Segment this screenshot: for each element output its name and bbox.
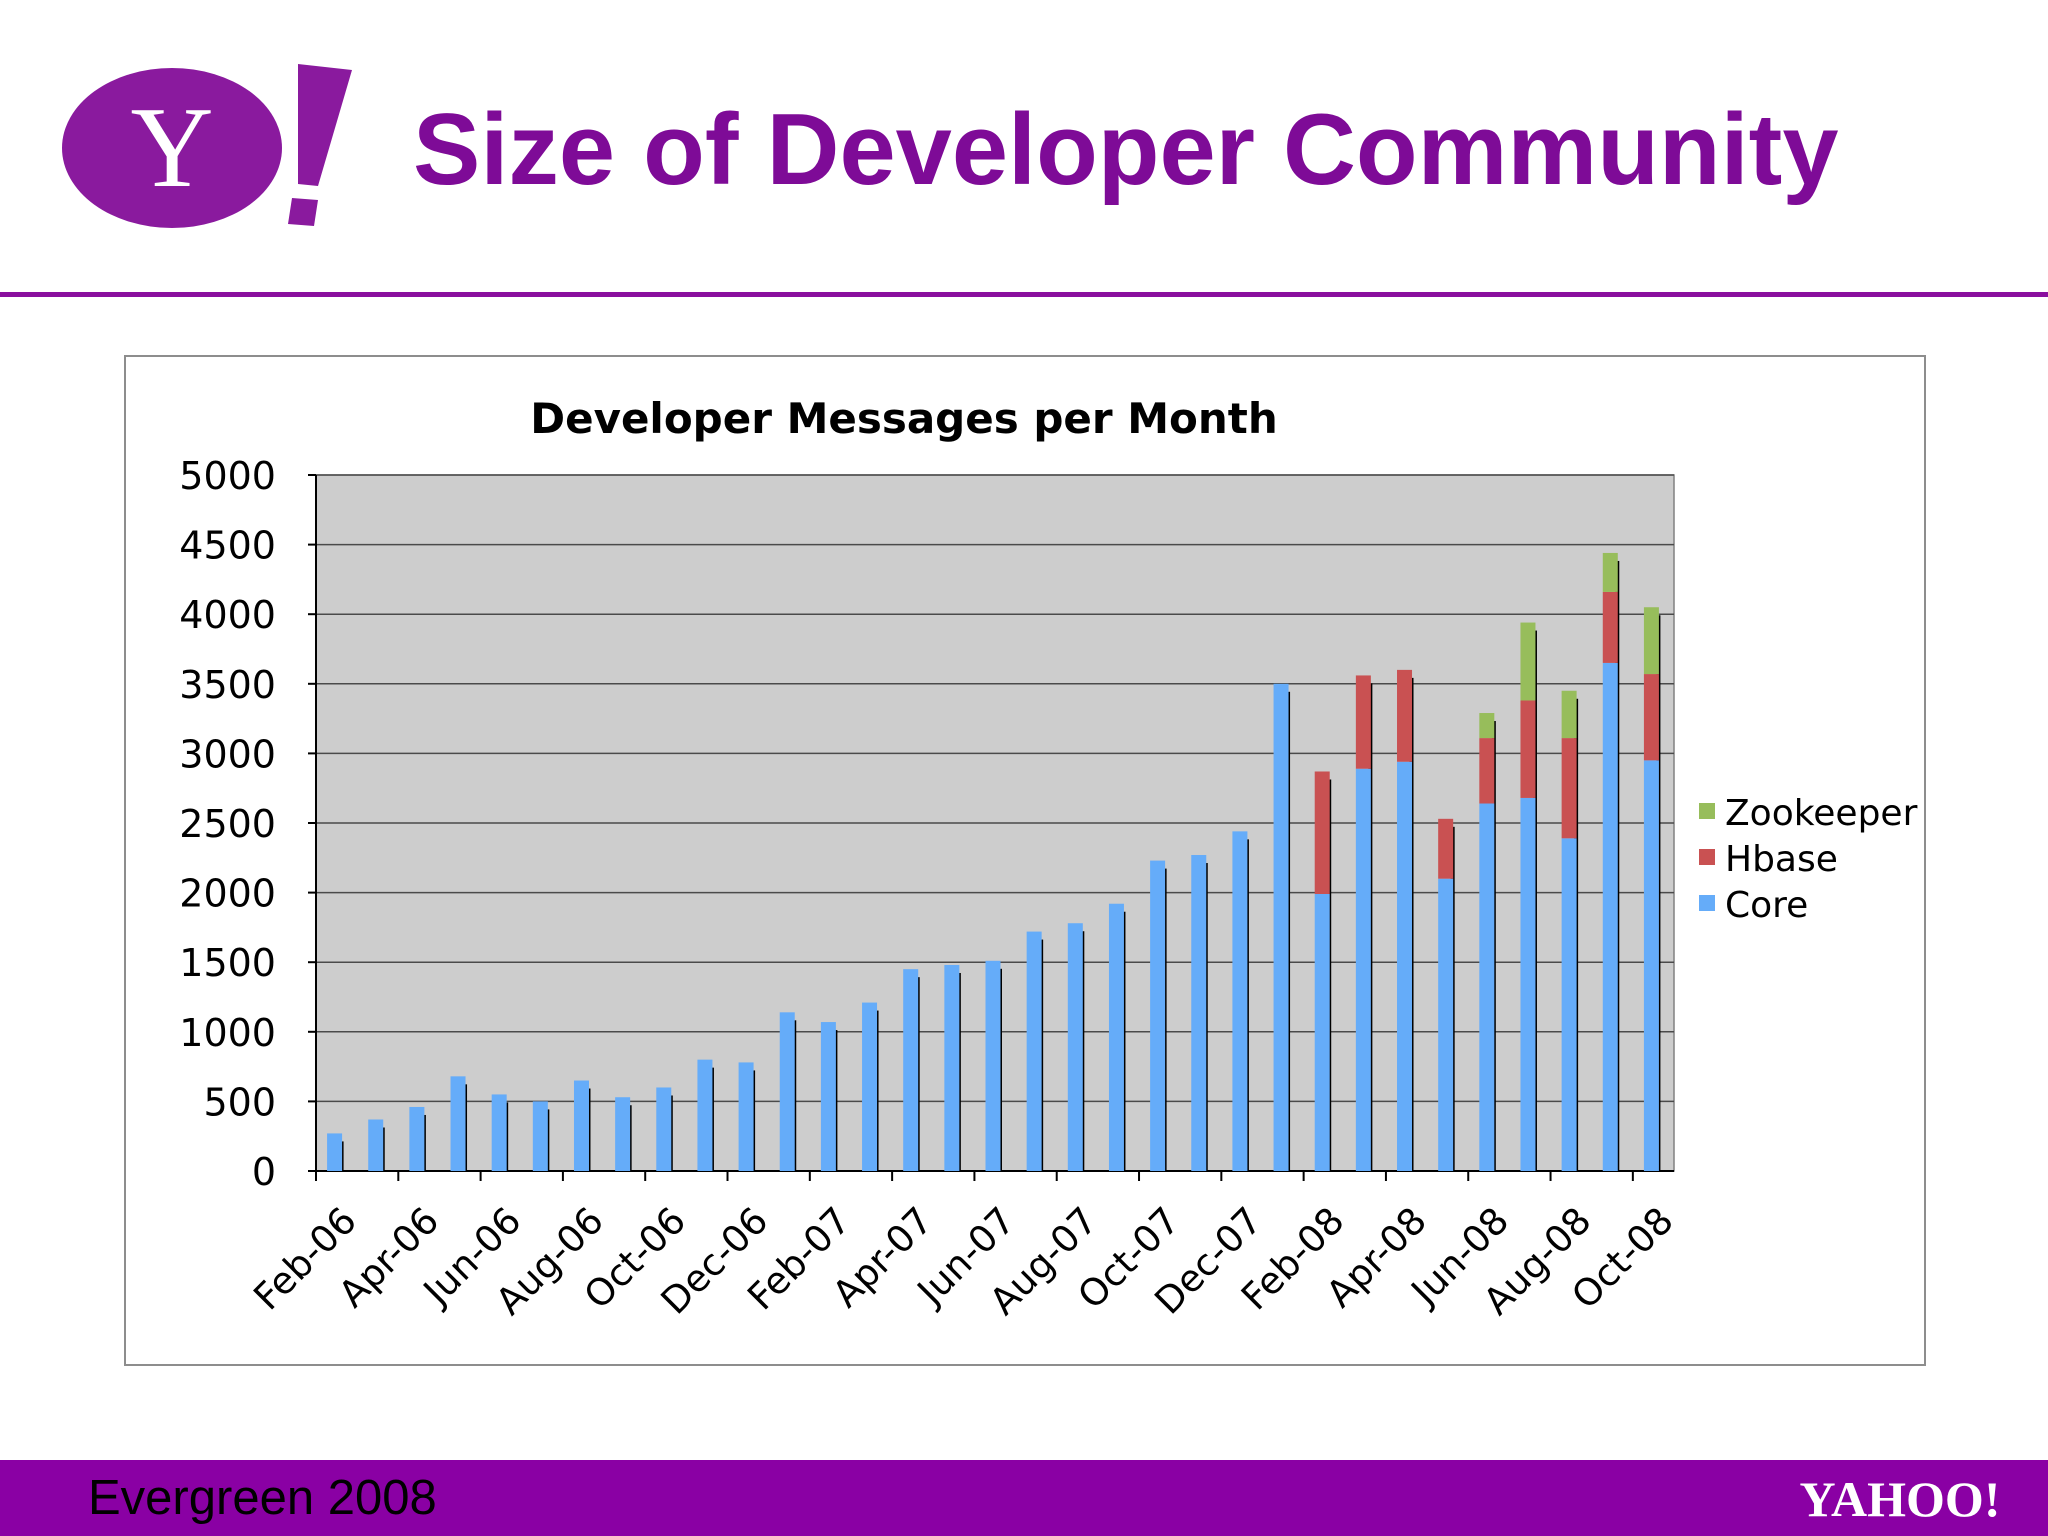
bar-core-apr-08	[1397, 761, 1413, 1171]
messages-chart: Developer Messages per Month 0 500 1000 1500…	[179, 394, 1918, 1323]
y-tick-label: 2000	[179, 872, 276, 916]
legend-swatch-hbase	[1699, 849, 1715, 865]
bar-hbase-jul-08	[1520, 700, 1536, 798]
bar-core-sep-07	[1108, 903, 1124, 1171]
bar-zookeeper-jun-08	[1479, 713, 1495, 739]
bar-zookeeper-jul-08	[1520, 622, 1536, 701]
bar-core-feb-06	[327, 1133, 343, 1171]
bar-core-jan-07	[779, 1012, 795, 1171]
bar-core-mar-07	[862, 1002, 878, 1171]
footer-text: Evergreen 2008	[88, 1471, 437, 1525]
bar-core-dec-07	[1232, 831, 1248, 1171]
y-tick-label: 1500	[179, 941, 276, 985]
bar-hbase-oct-08	[1643, 674, 1659, 761]
y-tick-label: 4500	[179, 524, 276, 568]
bar-core-nov-06	[697, 1059, 713, 1171]
bar-core-dec-06	[738, 1062, 754, 1171]
bar-core-sep-06	[615, 1097, 631, 1171]
y-tick-label: 0	[252, 1150, 276, 1194]
bar-hbase-jun-08	[1479, 738, 1495, 804]
legend-label-hbase: Hbase	[1725, 839, 1838, 880]
bar-core-apr-06	[409, 1106, 425, 1171]
bar-core-nov-07	[1191, 855, 1207, 1171]
bar-hbase-mar-08	[1355, 675, 1371, 769]
title-divider	[0, 292, 2048, 297]
legend-swatch-core	[1699, 895, 1715, 911]
bar-hbase-may-08	[1438, 818, 1454, 879]
y-tick-label: 4000	[179, 593, 276, 637]
y-tick-label: 3500	[179, 663, 276, 707]
footer-yahoo-logo: YAHOO!	[1800, 1471, 2001, 1527]
bar-core-aug-07	[1067, 923, 1083, 1171]
bar-core-jul-08	[1520, 797, 1536, 1171]
bar-core-aug-06	[573, 1080, 589, 1171]
legend-swatch-zookeeper	[1699, 803, 1715, 819]
bar-core-oct-08	[1643, 760, 1659, 1171]
bar-core-feb-07	[820, 1022, 836, 1171]
bar-core-jul-06	[532, 1101, 548, 1171]
yahoo-logo-dot	[288, 198, 318, 226]
bar-core-jul-07	[1026, 931, 1042, 1171]
footer-yahoo-logo-text: YAHOO!	[1800, 1471, 2001, 1527]
bar-core-aug-08	[1561, 838, 1577, 1171]
bar-core-mar-06	[368, 1119, 384, 1171]
bar-hbase-aug-08	[1561, 738, 1577, 839]
y-tick-label: 2500	[179, 802, 276, 846]
bar-core-jun-08	[1479, 803, 1495, 1171]
y-tick-label: 1000	[179, 1011, 276, 1055]
bar-zookeeper-aug-08	[1561, 690, 1577, 739]
bar-core-may-07	[944, 964, 960, 1171]
bar-core-feb-08	[1314, 893, 1330, 1171]
yahoo-logo: Y	[62, 64, 352, 228]
bar-core-may-06	[450, 1076, 466, 1171]
bar-core-apr-07	[903, 969, 919, 1171]
y-tick-label: 3000	[179, 732, 276, 776]
bar-core-mar-08	[1355, 768, 1371, 1171]
bar-zookeeper-oct-08	[1643, 607, 1659, 675]
legend-label-core: Core	[1725, 885, 1808, 926]
bar-core-jun-06	[491, 1094, 507, 1171]
yahoo-logo-letter: Y	[130, 84, 213, 211]
bar-core-jun-07	[985, 960, 1001, 1171]
chart-title: Developer Messages per Month	[530, 394, 1278, 443]
y-tick-label: 500	[203, 1080, 276, 1124]
footer-bar	[0, 1460, 2048, 1536]
bar-core-sep-08	[1602, 662, 1618, 1171]
y-tick-label: 5000	[179, 454, 276, 498]
bar-core-oct-06	[656, 1087, 672, 1171]
bar-hbase-sep-08	[1602, 591, 1618, 663]
bar-zookeeper-sep-08	[1602, 552, 1618, 592]
bar-core-jan-08	[1273, 683, 1289, 1171]
bar-core-may-08	[1438, 878, 1454, 1171]
yahoo-logo-exclamation	[298, 64, 352, 186]
bar-hbase-apr-08	[1397, 669, 1413, 762]
yahoo-logo-oval	[62, 68, 282, 228]
slide-title: Size of Developer Community	[413, 94, 1839, 206]
bar-core-oct-07	[1150, 860, 1166, 1171]
bar-hbase-feb-08	[1314, 771, 1330, 894]
legend-label-zookeeper: Zookeeper	[1725, 793, 1918, 834]
